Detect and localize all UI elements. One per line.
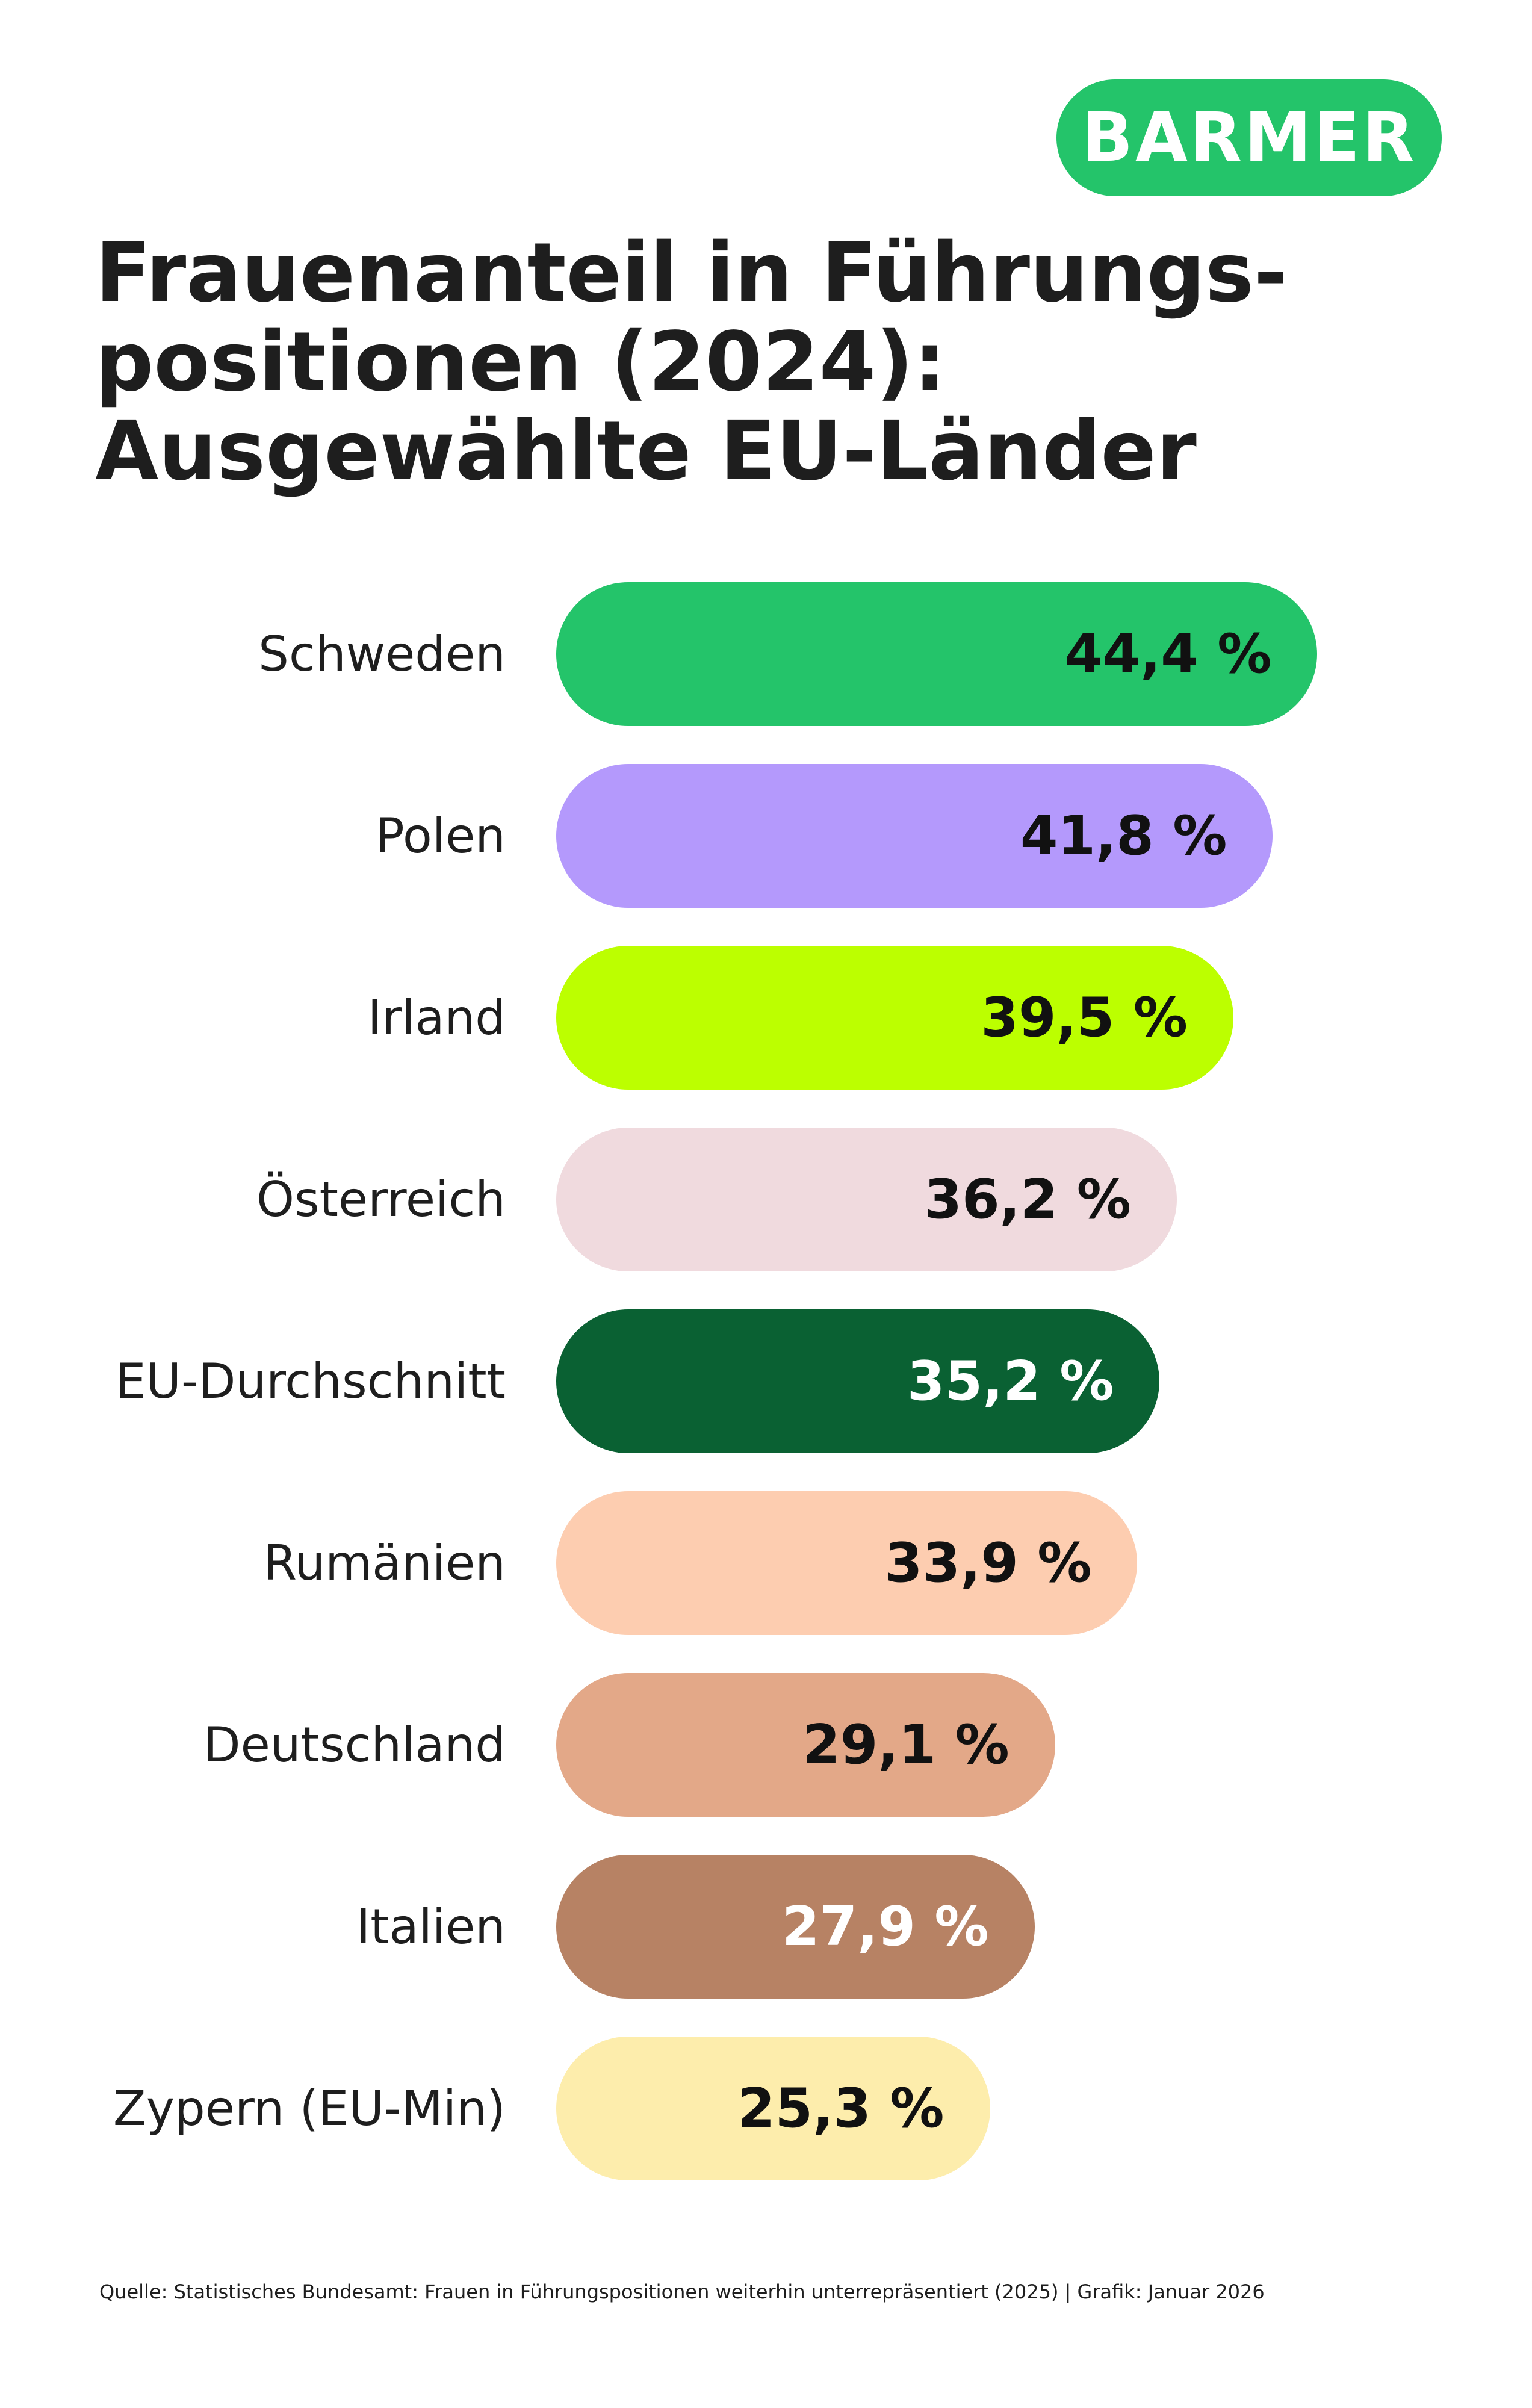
bar: 39,5 %: [556, 946, 1233, 1090]
data-label: 36,2 %: [924, 1168, 1131, 1231]
data-label: 35,2 %: [907, 1350, 1114, 1413]
bar: 25,3 %: [556, 2037, 990, 2180]
bar: 33,9 %: [556, 1491, 1138, 1635]
category-label: Zypern (EU-Min): [113, 2081, 506, 2136]
category-label: Deutschland: [203, 1717, 506, 1773]
bar: 41,8 %: [556, 764, 1273, 908]
source-footer: Quelle: Statistisches Bundesamt: Frauen …: [99, 2280, 1265, 2303]
data-label: 27,9 %: [781, 1895, 989, 1958]
category-label: EU-Durchschnitt: [115, 1353, 506, 1409]
category-label: Polen: [375, 808, 506, 864]
data-label: 25,3 %: [737, 2077, 944, 2140]
category-label: Schweden: [258, 626, 506, 682]
data-label: 29,1 %: [802, 1713, 1009, 1777]
bar: 36,2 %: [556, 1128, 1177, 1271]
chart-title: Frauenanteil in Führungs-positionen (202…: [95, 226, 1288, 499]
category-label: Irland: [367, 990, 506, 1046]
data-label: 33,9 %: [884, 1531, 1092, 1595]
data-label: 44,4 %: [1064, 622, 1272, 686]
category-label: Österreich: [256, 1171, 506, 1227]
category-label: Rumänien: [263, 1535, 506, 1591]
bar: 27,9 %: [556, 1855, 1035, 1999]
bar: 35,2 %: [556, 1309, 1160, 1453]
barmer-logo: BARMER: [1056, 79, 1442, 196]
data-label: 39,5 %: [981, 986, 1188, 1049]
bar: 44,4 %: [556, 582, 1318, 726]
bar: 29,1 %: [556, 1673, 1055, 1817]
category-label: Italien: [356, 1899, 506, 1955]
data-label: 41,8 %: [1020, 804, 1227, 867]
